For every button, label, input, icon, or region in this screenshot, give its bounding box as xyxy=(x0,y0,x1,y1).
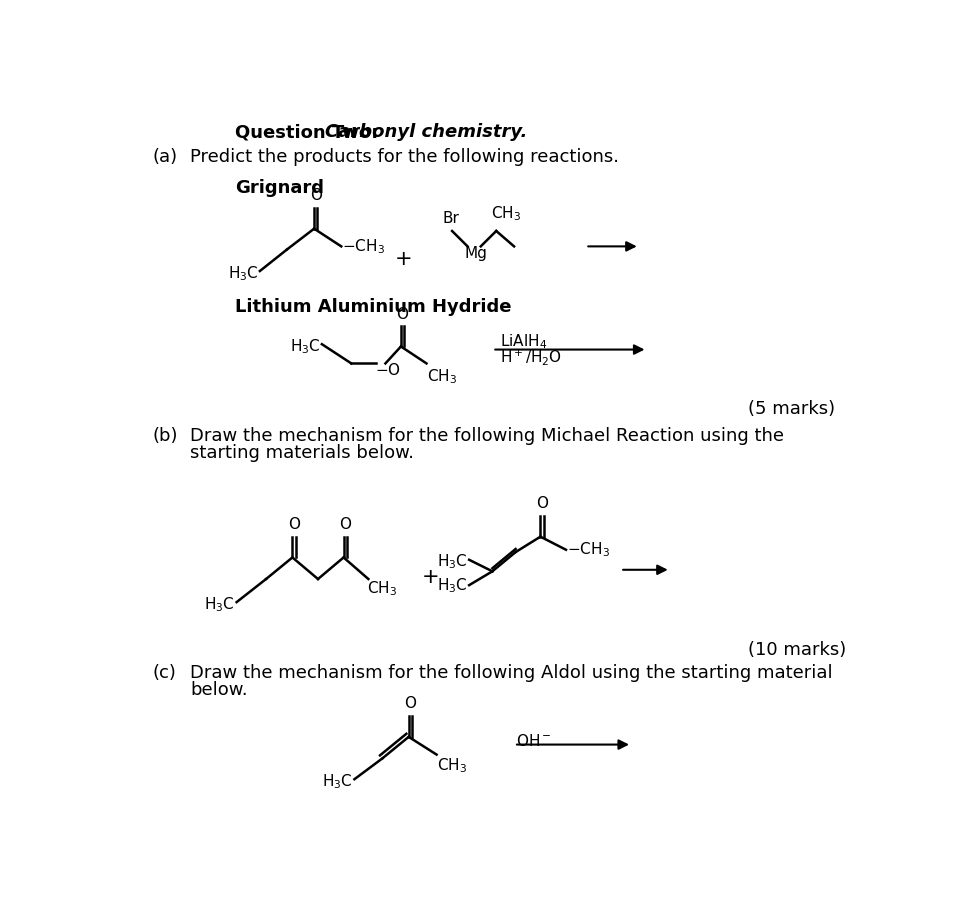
Text: O: O xyxy=(536,496,548,511)
Text: starting materials below.: starting materials below. xyxy=(190,445,414,462)
Text: (b): (b) xyxy=(153,426,178,445)
Text: $-$O: $-$O xyxy=(375,362,401,377)
Text: H$^+$/H$_2$O: H$^+$/H$_2$O xyxy=(500,347,562,367)
Text: Br: Br xyxy=(442,211,459,226)
Text: (a): (a) xyxy=(153,148,178,166)
Text: (5 marks): (5 marks) xyxy=(748,400,835,418)
Text: (10 marks): (10 marks) xyxy=(748,640,846,659)
Text: H$_3$C: H$_3$C xyxy=(437,553,468,571)
Text: O: O xyxy=(288,517,300,532)
Text: O: O xyxy=(310,189,322,203)
Text: Question Two:: Question Two: xyxy=(235,123,384,141)
Text: $-$CH$_3$: $-$CH$_3$ xyxy=(342,237,385,256)
Text: LiAlH$_4$: LiAlH$_4$ xyxy=(500,333,547,352)
Text: H$_3$C: H$_3$C xyxy=(323,773,352,791)
Text: O: O xyxy=(397,307,408,322)
Text: below.: below. xyxy=(190,681,247,700)
Text: Grignard: Grignard xyxy=(235,179,325,197)
Text: +: + xyxy=(422,568,439,588)
Text: H$_3$C: H$_3$C xyxy=(204,595,235,614)
Text: Mg: Mg xyxy=(464,246,487,261)
Text: CH$_3$: CH$_3$ xyxy=(436,756,467,775)
Text: CH$_3$: CH$_3$ xyxy=(491,205,521,223)
Text: CH$_3$: CH$_3$ xyxy=(428,367,457,386)
Text: O: O xyxy=(339,517,351,532)
Text: Carbonyl chemistry.: Carbonyl chemistry. xyxy=(325,123,528,141)
Text: Lithium Aluminium Hydride: Lithium Aluminium Hydride xyxy=(235,298,511,316)
Text: H$_3$C: H$_3$C xyxy=(437,576,468,595)
Text: +: + xyxy=(395,250,412,270)
Text: Draw the mechanism for the following Michael Reaction using the: Draw the mechanism for the following Mic… xyxy=(190,426,784,445)
Text: H$_3$C: H$_3$C xyxy=(290,337,321,356)
Text: Draw the mechanism for the following Aldol using the starting material: Draw the mechanism for the following Ald… xyxy=(190,664,833,681)
Text: Predict the products for the following reactions.: Predict the products for the following r… xyxy=(190,148,619,166)
Text: (c): (c) xyxy=(153,664,177,681)
Text: OH$^-$: OH$^-$ xyxy=(515,732,551,749)
Text: H$_3$C: H$_3$C xyxy=(227,264,258,282)
Text: O: O xyxy=(404,697,416,711)
Text: $-$CH$_3$: $-$CH$_3$ xyxy=(567,540,610,559)
Text: CH$_3$: CH$_3$ xyxy=(367,579,397,598)
